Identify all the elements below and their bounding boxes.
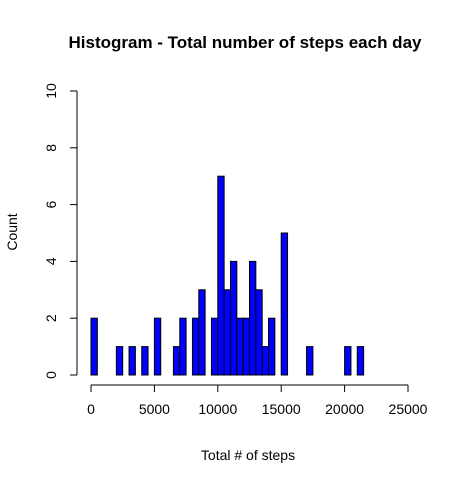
y-tick-label: 2: [43, 314, 59, 322]
bars-group: [90, 175, 365, 376]
x-tick-label: 0: [87, 401, 95, 417]
x-tick-label: 15000: [262, 401, 301, 417]
x-tick-label: 5000: [139, 401, 170, 417]
histogram-bar: [356, 346, 365, 376]
histogram-bar: [255, 289, 263, 376]
histogram-bar: [236, 317, 244, 376]
x-axis: 0 5000 10000 15000 20000 25000: [87, 384, 428, 417]
histogram-bar: [242, 317, 251, 376]
x-axis-label: Total # of steps: [201, 447, 295, 463]
histogram-bar: [344, 346, 352, 376]
histogram-bar: [179, 317, 187, 376]
x-tick-label: 20000: [325, 401, 364, 417]
y-tick-label: 4: [43, 257, 59, 265]
histogram-bar: [172, 346, 181, 376]
histogram-bar: [280, 232, 289, 376]
histogram-bar: [261, 346, 270, 376]
histogram-bar: [198, 289, 206, 376]
histogram-bar: [115, 346, 124, 376]
histogram-bar: [223, 289, 231, 376]
x-tick-label: 10000: [198, 401, 237, 417]
histogram-bar: [153, 317, 162, 376]
y-tick-label: 6: [43, 200, 59, 208]
y-tick-label: 0: [43, 371, 59, 379]
y-axis: 0 2 4 6 8 10: [43, 83, 78, 379]
chart-title: Histogram - Total number of steps each d…: [69, 33, 423, 52]
histogram-bar: [128, 346, 136, 376]
histogram-bar: [249, 260, 257, 376]
histogram-bar: [268, 317, 276, 376]
x-tick-label: 25000: [389, 401, 428, 417]
y-tick-label: 8: [43, 144, 59, 152]
histogram-bar: [306, 346, 314, 376]
y-tick-label: 10: [43, 83, 59, 99]
histogram-bar: [210, 317, 219, 376]
histogram-bar: [217, 175, 225, 376]
y-axis-label: Count: [4, 213, 20, 250]
histogram-bar: [90, 317, 98, 376]
histogram-bar: [141, 346, 149, 376]
histogram-bar: [191, 317, 200, 376]
histogram-bar: [229, 260, 238, 376]
